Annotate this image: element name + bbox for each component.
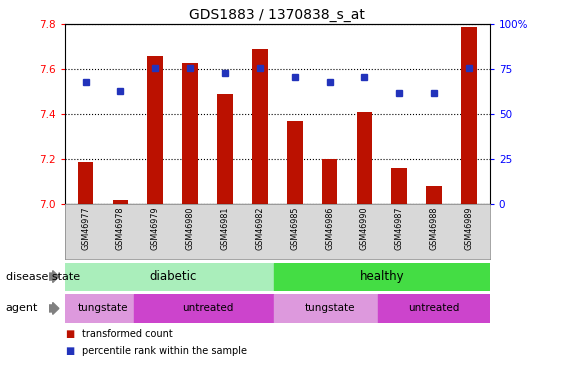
Bar <box>356 112 372 204</box>
Bar <box>287 121 302 204</box>
Text: tungstate: tungstate <box>304 303 355 313</box>
Text: GSM46988: GSM46988 <box>430 207 439 250</box>
Text: GSM46987: GSM46987 <box>395 207 404 250</box>
Text: percentile rank within the sample: percentile rank within the sample <box>82 346 247 355</box>
Bar <box>391 168 407 204</box>
Text: GSM46990: GSM46990 <box>360 207 369 250</box>
Text: GSM46989: GSM46989 <box>464 207 473 250</box>
Text: agent: agent <box>6 303 38 313</box>
Bar <box>148 56 163 204</box>
Bar <box>217 94 233 204</box>
Text: GSM46985: GSM46985 <box>290 207 299 250</box>
Text: GSM46982: GSM46982 <box>256 207 265 250</box>
Text: GSM46979: GSM46979 <box>151 207 160 250</box>
Bar <box>274 294 385 322</box>
Text: GSM46986: GSM46986 <box>325 207 334 250</box>
Bar <box>378 294 490 322</box>
Text: untreated: untreated <box>408 303 460 313</box>
Text: diabetic: diabetic <box>149 270 196 283</box>
Bar <box>426 186 442 204</box>
Bar <box>78 162 93 204</box>
Text: transformed count: transformed count <box>82 329 172 339</box>
Bar <box>252 49 267 204</box>
Text: GSM46980: GSM46980 <box>186 207 195 250</box>
Bar <box>113 200 128 204</box>
Bar <box>274 262 490 291</box>
FancyArrow shape <box>49 271 59 282</box>
Bar <box>65 262 281 291</box>
Text: tungstate: tungstate <box>78 303 128 313</box>
Bar <box>135 294 281 322</box>
Bar <box>321 159 337 204</box>
Title: GDS1883 / 1370838_s_at: GDS1883 / 1370838_s_at <box>189 8 365 22</box>
Text: GSM46978: GSM46978 <box>116 207 125 250</box>
Text: ■: ■ <box>65 346 74 355</box>
Bar <box>182 63 198 204</box>
Text: disease state: disease state <box>6 272 80 282</box>
Text: ■: ■ <box>65 329 74 339</box>
Text: untreated: untreated <box>182 303 233 313</box>
Text: GSM46977: GSM46977 <box>81 207 90 250</box>
Text: healthy: healthy <box>360 270 404 283</box>
Bar <box>65 294 141 322</box>
Bar <box>461 27 477 204</box>
FancyArrow shape <box>49 303 59 314</box>
Text: GSM46981: GSM46981 <box>221 207 230 250</box>
